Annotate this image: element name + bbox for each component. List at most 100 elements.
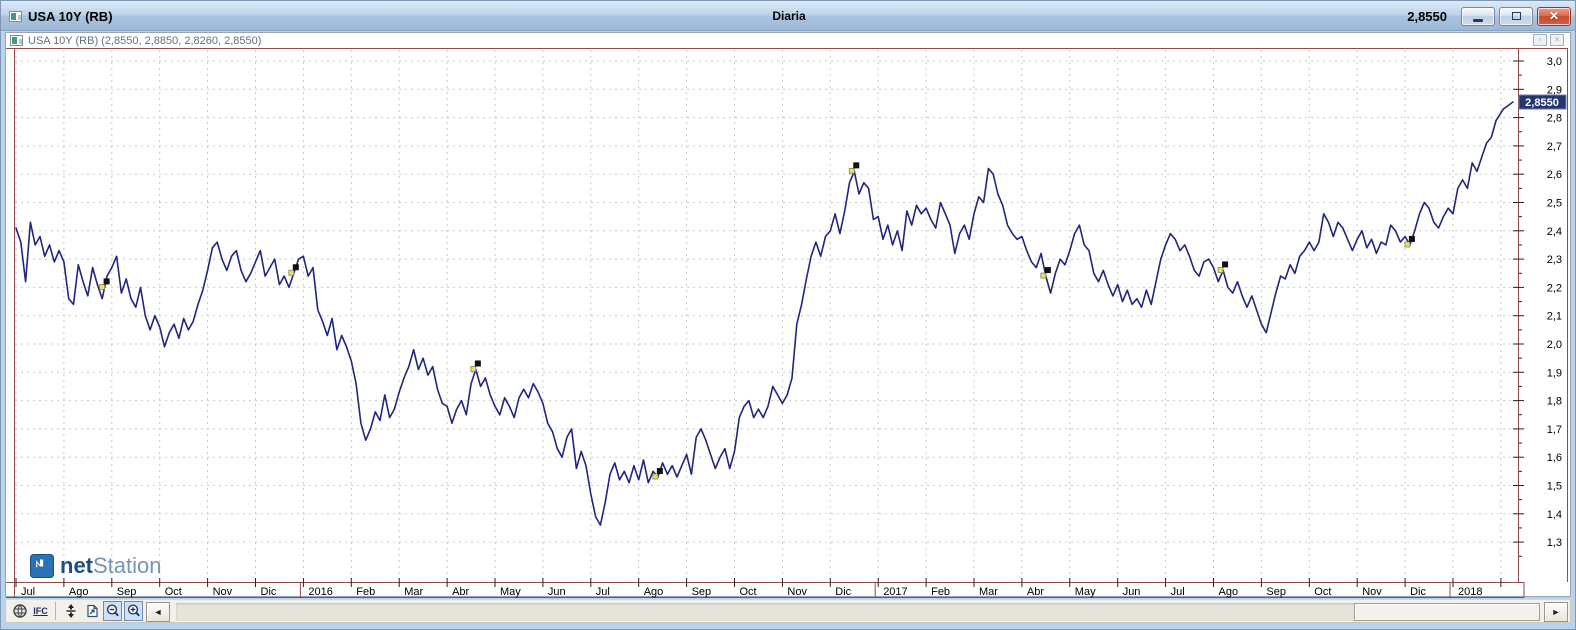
x-axis-label: Mar xyxy=(404,586,423,598)
chart-plot-area[interactable]: Jul Ago Sep Oct Nov Dic 2016 Feb Mar Abr May Jun Jul… xyxy=(6,46,1572,598)
flag-marker-icon xyxy=(1404,241,1411,248)
window-chart-icon xyxy=(9,10,22,22)
logo-text-station: Station xyxy=(93,553,162,578)
x-axis-label: May xyxy=(1075,586,1096,598)
minimize-button[interactable] xyxy=(1461,6,1495,26)
x-axis-label: 2017 xyxy=(883,586,907,598)
inner-restore-button[interactable]: ▫ xyxy=(1533,34,1547,46)
x-axis-label: Sep xyxy=(692,586,712,598)
chart-legend-bar: USA 10Y (RB) (2,8550, 2,8850, 2,8260, 2,… xyxy=(6,33,1570,48)
flag-marker-icon xyxy=(99,283,106,290)
x-axis-label: Mar xyxy=(979,586,998,598)
flag-marker-icon xyxy=(474,360,481,367)
timeframe-label: Diaria xyxy=(772,9,806,23)
chart-options-button[interactable] xyxy=(10,601,29,621)
x-axis-label: Dic xyxy=(261,586,277,598)
scroll-right-button[interactable]: ► xyxy=(1544,602,1568,622)
x-axis-label: Oct xyxy=(740,586,757,598)
close-button[interactable]: ✕ xyxy=(1537,6,1571,26)
restore-icon xyxy=(1511,12,1521,20)
minimize-icon xyxy=(1473,18,1483,22)
fit-page-icon xyxy=(86,604,98,618)
zoom-in-icon xyxy=(127,604,140,617)
x-axis-label: May xyxy=(500,586,521,598)
flag-marker-icon xyxy=(1222,261,1229,268)
x-axis-label: Dic xyxy=(835,586,851,598)
globe-icon xyxy=(12,604,27,618)
x-axis-label: Nov xyxy=(787,586,807,598)
legend-ohlc-text: USA 10Y (RB) (2,8550, 2,8850, 2,8260, 2,… xyxy=(28,34,262,47)
window-title: USA 10Y (RB) xyxy=(28,8,113,24)
y-axis-label: 1,3 xyxy=(1547,537,1562,549)
y-axis-label: 2,4 xyxy=(1547,226,1562,238)
scrollbar-thumb[interactable] xyxy=(1354,603,1540,621)
zoom-out-button[interactable] xyxy=(103,601,122,621)
zoom-out-icon xyxy=(106,604,119,617)
netstation-logo: netStation xyxy=(30,553,162,579)
x-axis-label: Jul xyxy=(1171,586,1185,598)
y-axis-label: 1,4 xyxy=(1547,509,1562,521)
x-axis-label: Ago xyxy=(69,586,89,598)
y-axis-label: 2,9 xyxy=(1547,84,1562,96)
title-bar: USA 10Y (RB) Diaria 2,8550 ✕ xyxy=(1,1,1575,31)
price-line-series xyxy=(15,101,1514,526)
flag-marker-icon xyxy=(288,269,295,276)
svg-text:2,8550: 2,8550 xyxy=(1525,97,1559,109)
y-axis-label: 1,9 xyxy=(1547,367,1562,379)
fit-chart-button[interactable] xyxy=(82,601,101,621)
x-axis-label: Oct xyxy=(165,586,182,598)
flag-marker-icon xyxy=(652,473,659,480)
y-axis-label: 2,5 xyxy=(1547,198,1562,210)
netstation-logo-icon xyxy=(30,554,54,578)
x-axis-label: Sep xyxy=(117,586,137,598)
flag-marker-icon xyxy=(853,162,860,169)
x-axis-label: Jun xyxy=(1123,586,1141,598)
y-axis-label: 2,8 xyxy=(1547,113,1562,125)
price-chart-svg[interactable]: Jul Ago Sep Oct Nov Dic 2016 Feb Mar Abr May Jun Jul… xyxy=(6,46,1572,598)
logo-text-net: net xyxy=(60,553,93,578)
flag-marker-icon xyxy=(470,366,477,372)
fit-vertical-icon xyxy=(66,604,75,618)
x-axis[interactable]: Jul Ago Sep Oct Nov Dic 2016 Feb Mar Abr May Jun Jul… xyxy=(15,578,1502,598)
y-axis-label: 2,2 xyxy=(1547,282,1562,294)
x-axis-label: Jul xyxy=(596,586,610,598)
flag-marker-icon xyxy=(656,468,663,475)
y-axis-label: 1,7 xyxy=(1547,424,1562,436)
horizontal-scrollbar[interactable] xyxy=(176,603,1540,621)
flag-marker-icon xyxy=(292,264,299,271)
legend-chart-icon xyxy=(10,35,23,46)
x-axis-label: Abr xyxy=(452,586,469,598)
flag-marker-icon xyxy=(1040,272,1047,279)
x-axis-label: Feb xyxy=(931,586,950,598)
restore-button[interactable] xyxy=(1499,6,1533,26)
flag-marker-icon xyxy=(103,278,110,285)
zoom-in-button[interactable] xyxy=(124,601,143,621)
x-axis-label: Abr xyxy=(1027,586,1044,598)
x-axis-label: 2016 xyxy=(308,586,332,598)
fit-vertical-scale-button[interactable] xyxy=(61,601,80,621)
flag-marker-icon xyxy=(1217,267,1224,273)
x-axis-label: Sep xyxy=(1266,586,1286,598)
y-axis-label: 1,8 xyxy=(1547,396,1562,408)
y-axis-label: 2,6 xyxy=(1547,169,1562,181)
ifc-indicator-button[interactable]: IFC xyxy=(31,601,50,621)
last-price-axis-label: 2,8550 xyxy=(1518,94,1567,110)
close-icon: ✕ xyxy=(1548,9,1560,23)
x-axis-label: Ago xyxy=(644,586,664,598)
x-axis-label: Dic xyxy=(1410,586,1426,598)
x-axis-label: Oct xyxy=(1314,586,1331,598)
y-axis[interactable]: 3,0 2,9 2,8 2,7 2,6 2,5 2,4 2,3 2,2 2,1 2,0 1,9 1,8 1… xyxy=(1513,46,1562,557)
flag-marker-icon xyxy=(1408,235,1415,242)
y-axis-label: 2,0 xyxy=(1547,339,1562,351)
inner-close-button[interactable]: × xyxy=(1550,34,1564,46)
titlebar-last-price: 2,8550 xyxy=(1407,8,1447,24)
y-axis-label: 2,3 xyxy=(1547,254,1562,266)
y-axis-label: 1,6 xyxy=(1547,452,1562,464)
x-axis-label: Nov xyxy=(213,586,233,598)
bottom-toolbar: IFC xyxy=(5,599,1571,623)
x-axis-label: Ago xyxy=(1219,586,1239,598)
gridlines xyxy=(15,50,1518,582)
y-axis-label: 3,0 xyxy=(1547,56,1562,68)
flag-marker-icon xyxy=(1044,267,1051,274)
scroll-left-button[interactable]: ◄ xyxy=(146,602,170,622)
